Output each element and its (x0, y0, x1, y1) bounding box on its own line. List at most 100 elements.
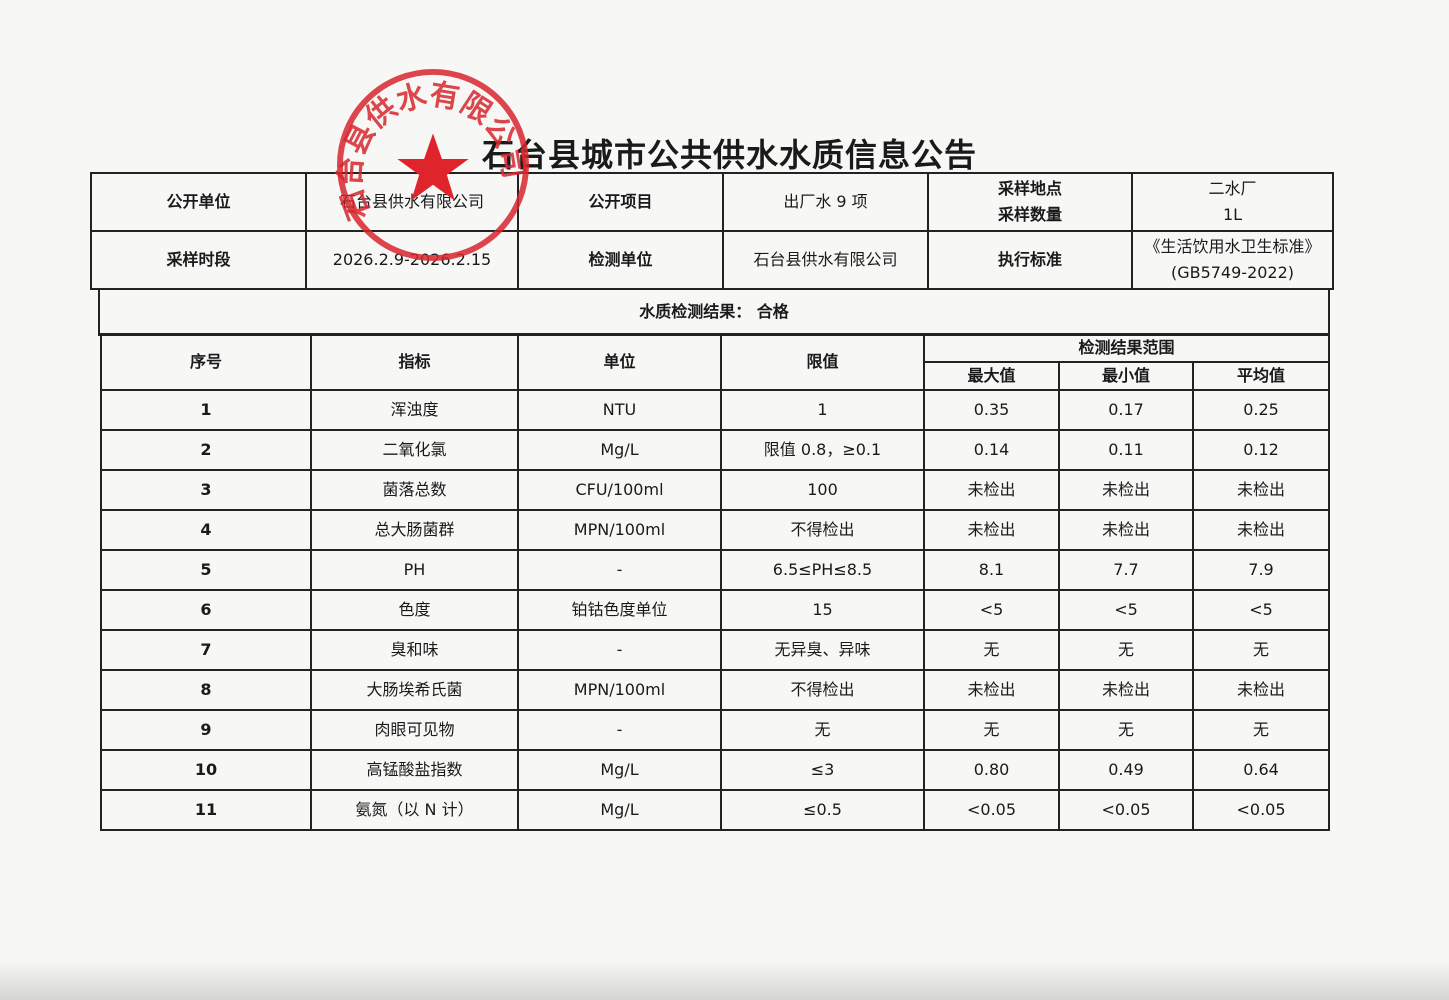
limit: 限值 0.8，≥0.1 (720, 429, 925, 471)
limit: 无 (720, 709, 925, 751)
table-row: 10 高锰酸盐指数 Mg/L ≤3 0.80 0.49 0.64 (100, 749, 1331, 791)
unit: MPN/100ml (517, 509, 722, 551)
header-no: 序号 (100, 333, 312, 391)
unit: MPN/100ml (517, 669, 722, 711)
unit: Mg/L (517, 429, 722, 471)
avg-value: 0.25 (1191, 389, 1331, 431)
avg-value: 未检出 (1191, 669, 1331, 711)
row-no: 6 (100, 589, 312, 631)
min-value: 7.7 (1058, 549, 1194, 591)
min-value: 无 (1058, 629, 1194, 671)
indicator: 总大肠菌群 (310, 509, 519, 551)
unit: - (517, 549, 722, 591)
header-limit: 限值 (720, 333, 925, 391)
header-range: 检测结果范围 (922, 333, 1331, 363)
avg-value: <0.05 (1191, 789, 1331, 831)
avg-value: 无 (1191, 629, 1331, 671)
sample-place-label: 采样地点 (997, 179, 1062, 198)
avg-value: <5 (1191, 589, 1331, 631)
results-table: 序号 指标 单位 限值 检测结果范围 最大值 最小值 平均值 1 浑浊度 NTU 1 0… (100, 333, 1331, 831)
min-value: 无 (1058, 709, 1194, 751)
indicator: 大肠埃希氏菌 (310, 669, 519, 711)
limit: 不得检出 (720, 669, 925, 711)
result-label: 水质检测结果： (639, 302, 752, 321)
table-row: 3 菌落总数 CFU/100ml 100 未检出 未检出 未检出 (100, 469, 1331, 511)
avg-value: 7.9 (1191, 549, 1331, 591)
max-value: 8.1 (923, 549, 1060, 591)
row-no: 5 (100, 549, 312, 591)
result-table: 水质检测结果： 合格 (98, 288, 1330, 336)
table-row: 6 色度 铂钴色度单位 15 <5 <5 <5 (100, 589, 1331, 631)
max-value: 未检出 (923, 469, 1060, 511)
indicator: 肉眼可见物 (310, 709, 519, 751)
row-no: 9 (100, 709, 312, 751)
avg-value: 无 (1191, 709, 1331, 751)
row-no: 4 (100, 509, 312, 551)
standard-label: 执行标准 (927, 230, 1133, 290)
unit: CFU/100ml (517, 469, 722, 511)
max-value: <5 (923, 589, 1060, 631)
table-row: 5 PH -6.5≤PH≤8.5 8.1 7.7 7.9 (100, 549, 1331, 591)
table-row: 1 浑浊度 NTU 1 0.35 0.17 0.25 (100, 389, 1331, 431)
period: 2026.2.9-2026.2.15 (305, 230, 519, 290)
sample-values: 二水厂 1L (1131, 172, 1334, 232)
avg-value: 未检出 (1191, 509, 1331, 551)
public-item-label: 公开项目 (517, 172, 724, 232)
min-value: <0.05 (1058, 789, 1194, 831)
avg-value: 0.12 (1191, 429, 1331, 471)
header-min: 最小值 (1058, 361, 1194, 391)
unit: Mg/L (517, 789, 722, 831)
public-unit: 石台县供水有限公司 (305, 172, 519, 232)
max-value: 无 (923, 709, 1060, 751)
unit: Mg/L (517, 749, 722, 791)
header-unit: 单位 (517, 333, 722, 391)
limit: 1 (720, 389, 925, 431)
indicator: 浑浊度 (310, 389, 519, 431)
public-unit-label: 公开单位 (90, 172, 307, 232)
row-no: 3 (100, 469, 312, 511)
row-no: 1 (100, 389, 312, 431)
max-value: <0.05 (923, 789, 1060, 831)
min-value: 未检出 (1058, 669, 1194, 711)
min-value: 0.49 (1058, 749, 1194, 791)
indicator: 氨氮（以 N 计） (310, 789, 519, 831)
indicator: 菌落总数 (310, 469, 519, 511)
row-no: 10 (100, 749, 312, 791)
table-row: 8 大肠埃希氏菌 MPN/100ml 不得检出 未检出 未检出 未检出 (100, 669, 1331, 711)
limit: ≤3 (720, 749, 925, 791)
min-value: 未检出 (1058, 509, 1194, 551)
period-label: 采样时段 (90, 230, 307, 290)
header-max: 最大值 (923, 361, 1060, 391)
min-value: 0.11 (1058, 429, 1194, 471)
header-avg: 平均值 (1191, 361, 1331, 391)
max-value: 0.35 (923, 389, 1060, 431)
indicator: 高锰酸盐指数 (310, 749, 519, 791)
unit: 铂钴色度单位 (517, 589, 722, 631)
max-value: 无 (923, 629, 1060, 671)
limit: 100 (720, 469, 925, 511)
page-title: 石台县城市公共供水水质信息公告 (481, 136, 977, 174)
indicator: 色度 (310, 589, 519, 631)
unit: - (517, 709, 722, 751)
table-row: 11 氨氮（以 N 计） Mg/L ≤0.5 <0.05 <0.05 <0.05 (100, 789, 1331, 831)
sample-place: 二水厂 (1208, 179, 1257, 198)
info-row: 采样时段 2026.2.9-2026.2.15 检测单位 石台县供水有限公司 执… (90, 230, 1334, 290)
test-unit-label: 检测单位 (517, 230, 724, 290)
unit: NTU (517, 389, 722, 431)
max-value: 未检出 (923, 509, 1060, 551)
min-value: 0.17 (1058, 389, 1194, 431)
min-value: 未检出 (1058, 469, 1194, 511)
indicator: PH (310, 549, 519, 591)
max-value: 0.80 (923, 749, 1060, 791)
test-unit: 石台县供水有限公司 (722, 230, 929, 290)
limit: ≤0.5 (720, 789, 925, 831)
row-no: 7 (100, 629, 312, 671)
sample-qty: 1L (1222, 205, 1243, 224)
info-row: 公开单位 石台县供水有限公司 公开项目 出厂水 9 项 采样地点 采样数量 二水厂… (90, 172, 1334, 232)
table-row: 9 肉眼可见物 - 无无无无 (100, 709, 1331, 751)
avg-value: 0.64 (1191, 749, 1331, 791)
limit: 不得检出 (720, 509, 925, 551)
limit: 15 (720, 589, 925, 631)
row-no: 11 (100, 789, 312, 831)
indicator: 臭和味 (310, 629, 519, 671)
